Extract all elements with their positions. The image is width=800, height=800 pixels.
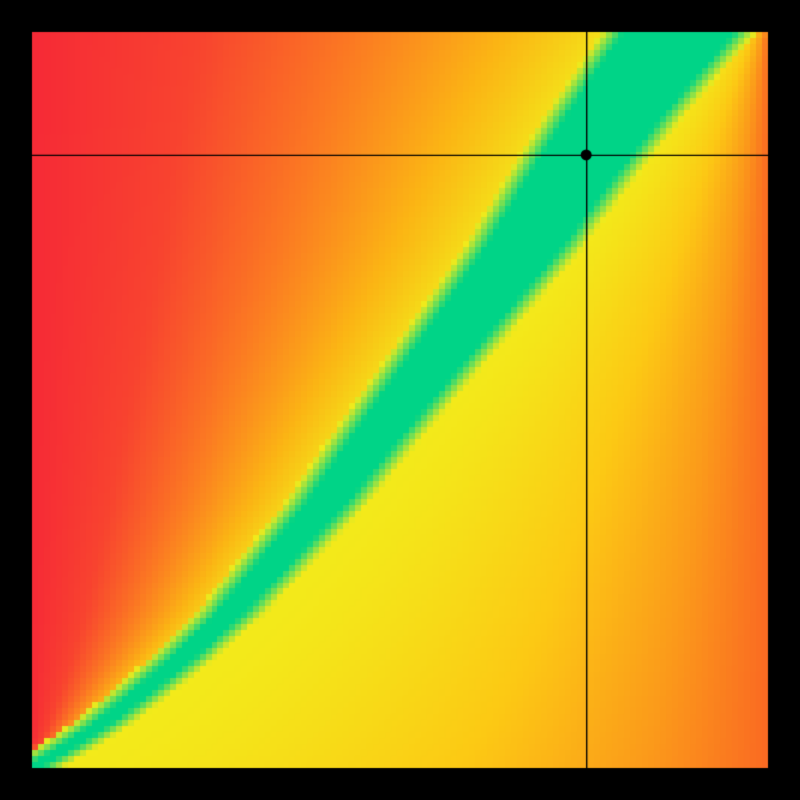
chart-container: TheBottleneck.com <box>0 0 800 800</box>
bottleneck-heatmap <box>0 0 800 800</box>
